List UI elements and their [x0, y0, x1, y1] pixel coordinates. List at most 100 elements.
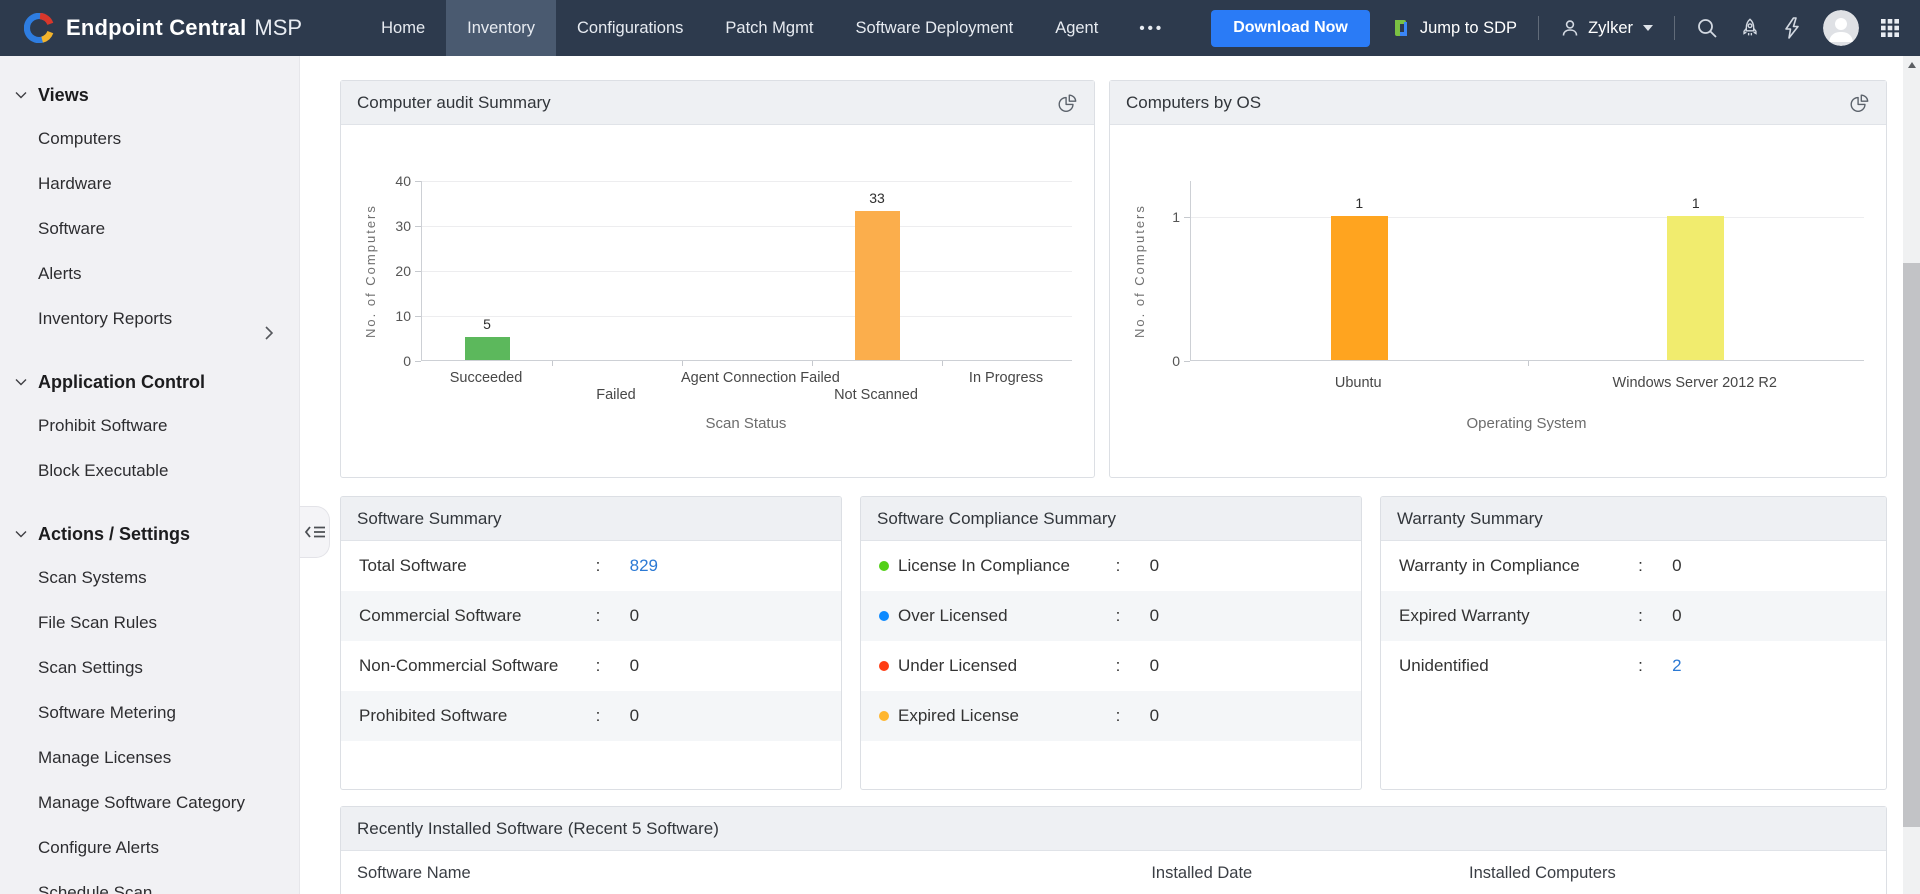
gridline	[422, 271, 1072, 272]
status-dot	[878, 711, 889, 721]
sidebar-item-software-metering[interactable]: Software Metering	[38, 703, 176, 722]
download-now-button[interactable]: Download Now	[1211, 9, 1370, 47]
jump-to-sdp[interactable]: Jump to SDP	[1391, 18, 1517, 38]
y-tick-label: 0	[403, 353, 411, 369]
sidebar-item-manage-licenses[interactable]: Manage Licenses	[38, 748, 172, 767]
sidebar-collapse-button[interactable]	[300, 506, 330, 558]
person-icon	[1560, 18, 1580, 38]
colon: :	[1638, 656, 1643, 675]
sidebar-item-manage-software-category[interactable]: Manage Software Category	[38, 793, 245, 812]
nav-item-inventory[interactable]: Inventory	[446, 0, 556, 56]
card-header: Computers by OS	[1110, 81, 1886, 125]
summary-value[interactable]: 829	[629, 556, 658, 575]
x-label-not-scanned: Not Scanned	[834, 387, 918, 403]
bar-ubuntu[interactable]	[1330, 216, 1388, 360]
card-title: Warranty Summary	[1396, 508, 1543, 528]
summary-value: 0	[629, 606, 640, 625]
vertical-scrollbar[interactable]	[1903, 56, 1920, 894]
brand[interactable]: Endpoint Central MSP	[0, 0, 302, 56]
colon: :	[1115, 606, 1121, 625]
x-axis-label: Scan Status	[705, 415, 787, 432]
apps-grid-icon[interactable]	[1880, 18, 1900, 38]
summary-label-text: Expired Warranty	[1398, 606, 1530, 625]
computer-audit-summary-card: Computer audit Summary No. of Computers 5…	[340, 80, 1095, 478]
card-header: Computer audit Summary	[341, 81, 1094, 125]
bar-not-scanned[interactable]	[854, 211, 900, 360]
column-header-installed-computers: Installed Computers	[1469, 864, 1616, 882]
more-menu[interactable]: •••	[1139, 19, 1165, 37]
colon: :	[1115, 706, 1121, 725]
y-tick-label: 20	[395, 263, 411, 279]
sidebar-header-application-control[interactable]: Application Control	[0, 361, 299, 403]
chevron-down-icon	[15, 378, 27, 386]
plot-area: 5 33	[421, 181, 1072, 366]
card-title: Computers by OS	[1126, 92, 1262, 112]
summary-label: Expired Warranty	[1399, 606, 1638, 626]
sidebar-section-title: Application Control	[38, 371, 205, 392]
pie-chart-toggle-icon[interactable]	[1056, 92, 1078, 114]
avatar[interactable]	[1823, 10, 1859, 46]
summary-label: Prohibited Software	[359, 706, 596, 726]
summary-label: License In Compliance	[878, 556, 1116, 576]
summary-label-text: Expired License	[897, 706, 1019, 725]
scrollbar-thumb[interactable]	[1903, 263, 1920, 827]
account-menu[interactable]: Zylker	[1560, 18, 1653, 38]
summary-value: 0	[1672, 606, 1682, 625]
summary-label: Under Licensed	[878, 656, 1116, 676]
scrollbar-up-arrow[interactable]	[1903, 56, 1920, 73]
software-summary-card: Software Summary Total Software: 829 Commer…	[340, 496, 842, 790]
summary-row-commercial-software: Commercial Software: 0	[341, 591, 841, 641]
main-content: Computer audit Summary No. of Computers 5…	[300, 56, 1903, 894]
gridline	[422, 316, 1072, 317]
colon: :	[1115, 556, 1121, 575]
summary-label: Non-Commercial Software	[359, 656, 596, 676]
nav-item-patch-mgmt[interactable]: Patch Mgmt	[725, 18, 814, 37]
sidebar-item-block-executable[interactable]: Block Executable	[38, 461, 169, 480]
status-dot	[878, 611, 889, 621]
card-header: Software Summary	[341, 497, 841, 541]
sidebar-item-schedule-scan[interactable]: Schedule Scan	[38, 883, 153, 894]
bar-value-label: 1	[1691, 195, 1700, 211]
sidebar-item-scan-systems[interactable]: Scan Systems	[38, 568, 147, 587]
navbar-divider	[1674, 16, 1675, 40]
chevron-down-icon	[15, 530, 27, 538]
x-axis-label: Operating System	[1466, 415, 1587, 432]
x-tick	[942, 361, 943, 366]
sidebar-section-actions-settings: Actions / Settings Scan Systems File Scan …	[0, 513, 299, 894]
main-nav: Home Inventory Configurations Patch Mgmt Sof…	[360, 0, 1184, 56]
sidebar-header-actions-settings[interactable]: Actions / Settings	[0, 513, 299, 555]
summary-value[interactable]: 2	[1672, 656, 1682, 675]
sidebar-header-views[interactable]: Views	[0, 74, 299, 116]
rocket-icon[interactable]	[1739, 17, 1761, 39]
nav-item-configurations[interactable]: Configurations	[577, 18, 684, 37]
sidebar-item-hardware[interactable]: Hardware	[38, 174, 112, 193]
summary-label: Warranty in Compliance	[1399, 556, 1638, 576]
summary-row-expired-warranty: Expired Warranty: 0	[1380, 591, 1886, 641]
lightning-bolt-icon[interactable]	[1782, 17, 1802, 39]
nav-item-home[interactable]: Home	[381, 18, 426, 37]
sidebar-item-scan-settings[interactable]: Scan Settings	[38, 658, 143, 677]
y-axis-label: No. of Computers	[1132, 204, 1147, 338]
sidebar-item-software[interactable]: Software	[38, 219, 106, 238]
nav-item-software-deployment[interactable]: Software Deployment	[855, 18, 1014, 37]
bar-succeeded[interactable]	[464, 337, 510, 360]
recently-installed-software-card: Recently Installed Software (Recent 5 So…	[340, 806, 1887, 894]
gridline	[422, 226, 1072, 227]
nav-item-agent[interactable]: Agent	[1055, 18, 1099, 37]
bar-windows-server-2012-r2[interactable]	[1667, 216, 1725, 360]
pie-chart-toggle-icon[interactable]	[1848, 92, 1870, 114]
colon: :	[595, 706, 601, 725]
sidebar-section-title: Actions / Settings	[38, 523, 191, 544]
sidebar-item-alerts[interactable]: Alerts	[38, 264, 82, 283]
chevron-right-icon	[265, 312, 274, 357]
search-icon[interactable]	[1696, 17, 1718, 39]
sidebar-item-prohibit-software[interactable]: Prohibit Software	[38, 416, 168, 435]
sidebar-item-configure-alerts[interactable]: Configure Alerts	[38, 838, 159, 857]
y-tick	[415, 181, 421, 182]
summary-row-under-licensed: Under Licensed: 0	[861, 641, 1361, 691]
sidebar-item-file-scan-rules[interactable]: File Scan Rules	[38, 613, 158, 632]
y-tick	[415, 361, 421, 362]
sidebar-item-computers[interactable]: Computers	[38, 129, 122, 148]
sidebar-item-inventory-reports[interactable]: Inventory Reports	[0, 296, 299, 341]
computers-by-os-card: Computers by OS No. of Computers 1 1 0 1 Ubun…	[1109, 80, 1887, 478]
